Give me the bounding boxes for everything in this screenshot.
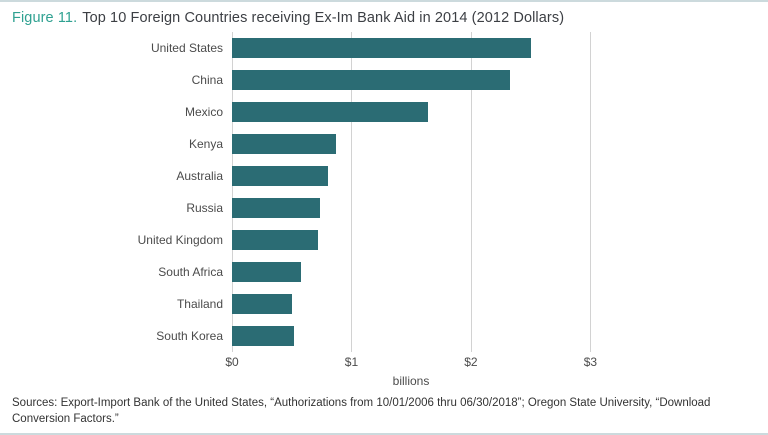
gridline xyxy=(351,32,353,352)
category-label: United Kingdom xyxy=(137,233,223,247)
bar-chart: United States China Mexico Kenya Australia Ru… xyxy=(0,32,768,352)
chart-row: Russia xyxy=(0,192,768,224)
gridline xyxy=(232,32,233,352)
chart-row: Thailand xyxy=(0,288,768,320)
chart-row: United Kingdom xyxy=(0,224,768,256)
bar-area xyxy=(232,70,680,90)
bar-area xyxy=(232,198,680,218)
category-label: South Africa xyxy=(158,265,223,279)
figure-title-text: Top 10 Foreign Countries receiving Ex-Im… xyxy=(82,10,565,26)
chart-row: China xyxy=(0,64,768,96)
gridlines xyxy=(232,32,680,352)
bar-area xyxy=(232,326,680,346)
x-tick-label: $2 xyxy=(464,355,478,369)
figure-title: Figure 11. Top 10 Foreign Countries recei… xyxy=(0,2,768,32)
category-label: China xyxy=(191,73,223,87)
category-label: Australia xyxy=(176,169,223,183)
bar xyxy=(232,326,295,346)
bar-area xyxy=(232,294,680,314)
category-label: Thailand xyxy=(176,297,223,311)
bar xyxy=(232,38,531,58)
chart-row: South Africa xyxy=(0,256,768,288)
chart-row: United States xyxy=(0,32,768,64)
bar-area xyxy=(232,134,680,154)
chart-row: South Korea xyxy=(0,320,768,352)
bar xyxy=(232,262,302,282)
x-tick-label: $0 xyxy=(225,355,239,369)
figure-number-label: Figure 11. xyxy=(12,10,78,26)
bar xyxy=(232,166,328,186)
bar xyxy=(232,294,292,314)
bar-area xyxy=(232,166,680,186)
bar-area xyxy=(232,230,680,250)
gridline xyxy=(590,32,592,352)
x-tick-label: $3 xyxy=(583,355,598,369)
chart-row: Kenya xyxy=(0,128,768,160)
bar xyxy=(232,230,319,250)
category-label: Russia xyxy=(186,201,223,215)
category-label: United States xyxy=(150,41,223,55)
bar xyxy=(232,198,321,218)
bar-area xyxy=(232,38,680,58)
bar xyxy=(232,102,428,122)
category-label: Kenya xyxy=(188,137,223,151)
gridline xyxy=(470,32,472,352)
category-label: Mexico xyxy=(184,105,223,119)
chart-row: Australia xyxy=(0,160,768,192)
x-axis-title: billions xyxy=(392,374,430,388)
bar xyxy=(232,134,336,154)
bar-area xyxy=(232,262,680,282)
bar-area xyxy=(232,102,680,122)
category-label: South Korea xyxy=(156,329,223,343)
x-tick-label: $1 xyxy=(344,355,359,369)
bar xyxy=(232,70,511,90)
x-axis-ticks: $0 $1 $2 $3 xyxy=(225,355,680,370)
sources-text: Sources: Export-Import Bank of the Unite… xyxy=(12,397,711,425)
chart-row: Mexico xyxy=(0,96,768,128)
